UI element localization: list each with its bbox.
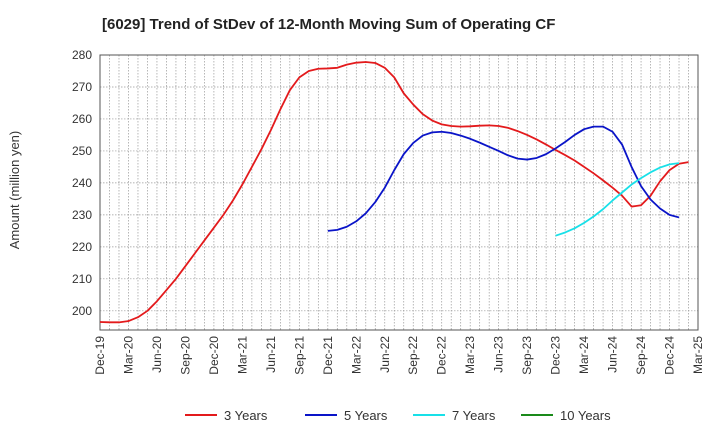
x-tick-label: Dec-23 (549, 336, 563, 375)
x-tick-label: Jun-23 (492, 336, 506, 373)
x-tick-label: Sep-23 (520, 336, 534, 375)
x-tick-label: Mar-25 (691, 336, 705, 374)
y-tick-label: 230 (72, 208, 92, 222)
x-tick-label: Mar-22 (349, 336, 363, 374)
series-line (555, 162, 680, 237)
x-tick-label: Jun-21 (264, 336, 278, 373)
series-line (327, 125, 680, 232)
plot-area: 200 210 220 230 240 250 260 270 280 Dec-19 Mar-20 J… (72, 48, 705, 375)
y-tick-label: 250 (72, 144, 92, 158)
x-tick-label: Sep-24 (634, 336, 648, 375)
legend-label: 7 Years (452, 408, 496, 423)
y-tick-label: 270 (72, 80, 92, 94)
x-tick-label: Dec-24 (663, 336, 677, 375)
y-tick-label: 210 (72, 272, 92, 286)
legend-label: 3 Years (224, 408, 268, 423)
y-tick-label: 200 (72, 304, 92, 318)
y-tick-label: 280 (72, 48, 92, 62)
y-axis-label: Amount (million yen) (7, 131, 22, 250)
plot-background (100, 55, 698, 330)
legend-label: 10 Years (560, 408, 611, 423)
x-tick-label: Sep-21 (292, 336, 306, 375)
x-tick-label: Sep-20 (178, 336, 192, 375)
x-tick-label: Dec-19 (93, 336, 107, 375)
x-tick-label: Mar-24 (577, 336, 591, 374)
chart-title: [6029] Trend of StDev of 12-Month Moving… (102, 16, 555, 33)
y-tick-label: 240 (72, 176, 92, 190)
x-tick-label: Dec-22 (435, 336, 449, 375)
plot-frame (99, 54, 699, 331)
series-line (99, 61, 689, 324)
x-tick-label: Jun-22 (378, 336, 392, 373)
x-tick-label: Dec-20 (207, 336, 221, 375)
x-tick-label: Jun-20 (150, 336, 164, 373)
x-tick-label: Dec-21 (321, 336, 335, 375)
x-tick-label: Mar-23 (463, 336, 477, 374)
legend-label: 5 Years (344, 408, 388, 423)
legend: 3 Years 5 Years 7 Years 10 Years (185, 408, 611, 423)
y-tick-label: 260 (72, 112, 92, 126)
x-tick-label: Mar-20 (121, 336, 135, 374)
x-tick-label: Mar-21 (235, 336, 249, 374)
y-tick-label: 220 (72, 240, 92, 254)
x-tick-label: Jun-24 (606, 336, 620, 373)
x-tick-label: Sep-22 (406, 336, 420, 375)
